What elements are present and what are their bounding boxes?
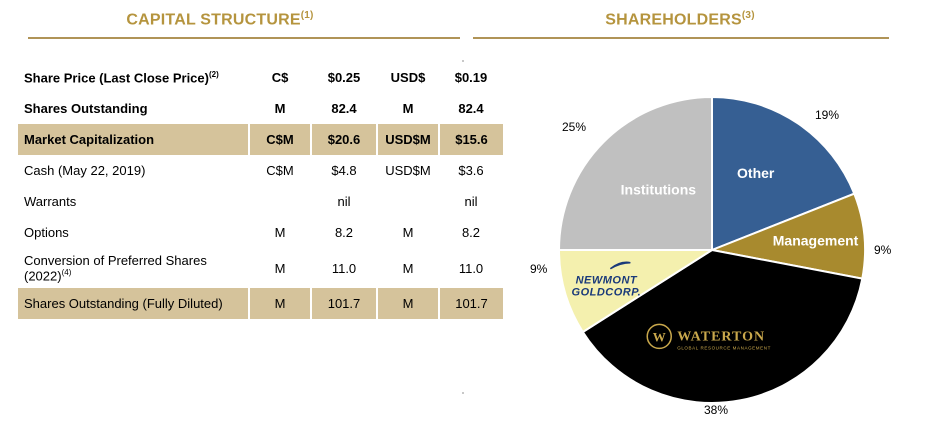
value-cell: nil [464,194,478,209]
pie-slice-other [711,95,856,252]
unit-cell: USD$M [376,124,439,155]
value-cell: 11.0 [331,260,357,276]
unit-cell: M [274,260,286,276]
pie-slice-institutions [557,95,713,251]
value-cell: 101.7 [310,288,377,319]
table-row: Warrants nil nil [18,186,503,217]
value-cell: $0.25 [327,70,361,85]
slice-label-management: Management [773,233,859,249]
unit-cell [249,186,311,217]
unit-cell: M [402,101,414,116]
unit-cell: USD$ [390,70,426,85]
shareholders-title: SHAREHOLDERS(3) [605,10,755,29]
waterton-logo-tagline: GLOBAL RESOURCE MANAGEMENT [677,345,771,350]
footnote-ref: (2) [208,69,219,79]
shareholders-divider [473,37,889,39]
unit-cell: M [402,225,414,240]
pct-label-newmont: 9% [530,262,548,276]
value-cell: 8.2 [461,225,481,240]
unit-cell: M [402,260,414,276]
newmont-logo-line2: GOLDCORP. [572,287,642,299]
pct-label-institutions: 25% [562,120,587,134]
table-row: Shares Outstanding (Fully Diluted) M 101.7… [18,288,503,319]
capital-structure-table: Share Price (Last Close Price)(2) C$ $0.25… [18,62,503,319]
value-cell: 82.4 [331,101,357,116]
slice-label-other: Other [737,165,775,181]
capital-structure-divider [28,37,460,39]
row-label: Shares Outstanding [24,101,148,116]
pct-label-other: 19% [815,108,840,122]
shareholders-pie-chart: Other Management Institutions NEWMONTGOLDCO… [557,95,866,404]
unit-cell: C$M [248,124,311,155]
unit-cell: C$ [271,70,289,85]
pie-slice-management [708,192,866,280]
table-row: Conversion of Preferred Shares (2022)(4)… [18,248,503,288]
pct-label-management: 9% [874,243,892,257]
value-cell: $3.6 [458,163,484,178]
row-label: Options [24,225,69,240]
shareholders-footnote-ref: (3) [741,10,755,21]
divider-dot [462,392,464,394]
value-cell: 101.7 [438,288,503,319]
row-label: Shares Outstanding (Fully Diluted) [18,288,249,319]
waterton-emblem-letter: W [653,329,666,344]
row-label: Cash (May 22, 2019) [24,163,146,178]
value-cell: 11.0 [458,260,484,276]
table-row: Market Capitalization C$M $20.6 USD$M $15.6 [18,124,503,155]
table-row: Options M 8.2 M 8.2 [18,217,503,248]
table-row: Shares Outstanding M 82.4 M 82.4 [18,93,503,124]
pct-label-waterton: 38% [704,403,729,417]
unit-cell: M [274,101,286,116]
waterton-logo-name: WATERTON [677,329,765,344]
value-cell: $4.8 [331,163,357,178]
row-label: Market Capitalization [18,124,249,155]
divider-dot [462,60,464,62]
waterton-emblem-icon [646,323,672,350]
value-cell: 8.2 [334,225,354,240]
unit-cell: M [376,288,439,319]
row-label: Share Price (Last Close Price)(2) [24,69,219,86]
unit-cell [377,186,439,217]
unit-cell: C$M [266,163,294,178]
unit-cell: USD$M [385,163,431,178]
pie-slice-newmont-goldcorp [557,249,716,334]
unit-cell: M [248,288,311,319]
slice-label-institutions: Institutions [621,181,697,197]
capital-structure-title: CAPITAL STRUCTURE(1) [126,10,314,29]
value-cell: $0.19 [454,70,488,85]
unit-cell: M [274,225,286,240]
row-label: Conversion of Preferred Shares (2022)(4) [24,252,207,284]
value-cell: nil [337,194,351,209]
table-row: Share Price (Last Close Price)(2) C$ $0.25… [18,62,503,93]
newmont-logo-line1: NEWMONT [576,275,638,287]
table-row: Cash (May 22, 2019) C$M $4.8 USD$M $3.6 [18,155,503,186]
value-cell: $15.6 [438,124,503,155]
footnote-ref: (4) [61,267,72,277]
capital-structure-footnote-ref: (1) [300,10,314,21]
value-cell: 82.4 [458,101,484,116]
newmont-goldcorp-logo [609,261,631,270]
newmont-swoosh-icon [609,261,631,270]
row-label: Warrants [24,194,77,209]
value-cell: $20.6 [310,124,377,155]
